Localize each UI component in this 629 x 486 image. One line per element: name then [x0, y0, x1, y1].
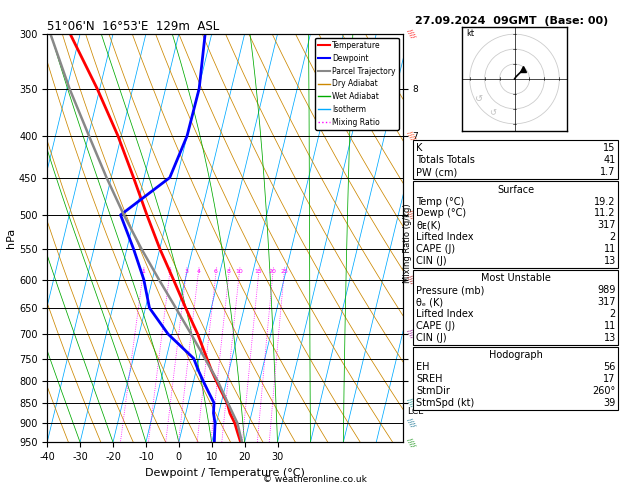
- Text: 20: 20: [269, 269, 277, 274]
- Text: K: K: [416, 143, 423, 154]
- Text: 19.2: 19.2: [594, 196, 616, 207]
- Text: 260°: 260°: [593, 386, 616, 396]
- Text: 2: 2: [168, 269, 172, 274]
- X-axis label: Dewpoint / Temperature (°C): Dewpoint / Temperature (°C): [145, 468, 305, 478]
- Text: PW (cm): PW (cm): [416, 167, 458, 177]
- Text: EH: EH: [416, 363, 430, 372]
- Text: CIN (J): CIN (J): [416, 333, 447, 343]
- Text: 17: 17: [603, 374, 616, 384]
- Text: Lifted Index: Lifted Index: [416, 232, 474, 242]
- Y-axis label: hPa: hPa: [6, 228, 16, 248]
- Text: 10: 10: [235, 269, 243, 274]
- Text: Mixing Ratio (g/kg): Mixing Ratio (g/kg): [403, 203, 412, 283]
- Text: ////: ////: [406, 329, 416, 340]
- Text: 989: 989: [598, 285, 616, 295]
- Text: 317: 317: [598, 220, 616, 230]
- Text: 56: 56: [603, 363, 616, 372]
- Text: Lifted Index: Lifted Index: [416, 309, 474, 319]
- Text: 2: 2: [610, 309, 616, 319]
- Text: 25: 25: [280, 269, 288, 274]
- Text: 11: 11: [604, 321, 616, 331]
- Text: 11: 11: [604, 244, 616, 254]
- Text: CAPE (J): CAPE (J): [416, 321, 455, 331]
- Text: $\circlearrowleft$: $\circlearrowleft$: [474, 93, 485, 104]
- Text: SREH: SREH: [416, 374, 443, 384]
- Text: CIN (J): CIN (J): [416, 256, 447, 266]
- Text: 1.7: 1.7: [601, 167, 616, 177]
- Text: θₑ (K): θₑ (K): [416, 297, 443, 307]
- Text: 41: 41: [604, 156, 616, 165]
- Y-axis label: km
ASL: km ASL: [421, 229, 442, 247]
- Text: Hodograph: Hodograph: [489, 350, 543, 361]
- Text: Temp (°C): Temp (°C): [416, 196, 465, 207]
- Text: 39: 39: [604, 398, 616, 408]
- Text: 11.2: 11.2: [594, 208, 616, 218]
- Text: 8: 8: [227, 269, 231, 274]
- Text: θᴇ(K): θᴇ(K): [416, 220, 441, 230]
- Text: ////: ////: [406, 28, 416, 40]
- Text: Totals Totals: Totals Totals: [416, 156, 476, 165]
- Text: ////: ////: [406, 274, 416, 285]
- Text: 1: 1: [141, 269, 145, 274]
- Text: StmDir: StmDir: [416, 386, 450, 396]
- Text: 317: 317: [598, 297, 616, 307]
- Text: Surface: Surface: [497, 185, 535, 194]
- Text: StmSpd (kt): StmSpd (kt): [416, 398, 475, 408]
- Text: Pressure (mb): Pressure (mb): [416, 285, 485, 295]
- Text: ////: ////: [406, 130, 416, 141]
- Text: 4: 4: [196, 269, 200, 274]
- Text: 51°06'N  16°53'E  129m  ASL: 51°06'N 16°53'E 129m ASL: [47, 20, 220, 33]
- Text: 15: 15: [603, 143, 616, 154]
- Text: 2: 2: [610, 232, 616, 242]
- Text: 27.09.2024  09GMT  (Base: 00): 27.09.2024 09GMT (Base: 00): [415, 16, 608, 26]
- Text: ////: ////: [406, 397, 416, 408]
- Text: Dewp (°C): Dewp (°C): [416, 208, 467, 218]
- Text: ////: ////: [406, 209, 416, 221]
- Legend: Temperature, Dewpoint, Parcel Trajectory, Dry Adiabat, Wet Adiabat, Isotherm, Mi: Temperature, Dewpoint, Parcel Trajectory…: [315, 38, 399, 130]
- Text: CAPE (J): CAPE (J): [416, 244, 455, 254]
- Text: 15: 15: [255, 269, 262, 274]
- Text: ////: ////: [406, 436, 416, 448]
- Text: ////: ////: [406, 417, 416, 429]
- Text: 3: 3: [184, 269, 188, 274]
- Text: © weatheronline.co.uk: © weatheronline.co.uk: [262, 474, 367, 484]
- Text: LCL: LCL: [407, 407, 423, 416]
- Text: kt: kt: [466, 29, 474, 38]
- Text: 13: 13: [604, 256, 616, 266]
- Text: 13: 13: [604, 333, 616, 343]
- Text: $\circlearrowleft$: $\circlearrowleft$: [488, 107, 498, 117]
- Text: Most Unstable: Most Unstable: [481, 274, 551, 283]
- Text: 6: 6: [214, 269, 218, 274]
